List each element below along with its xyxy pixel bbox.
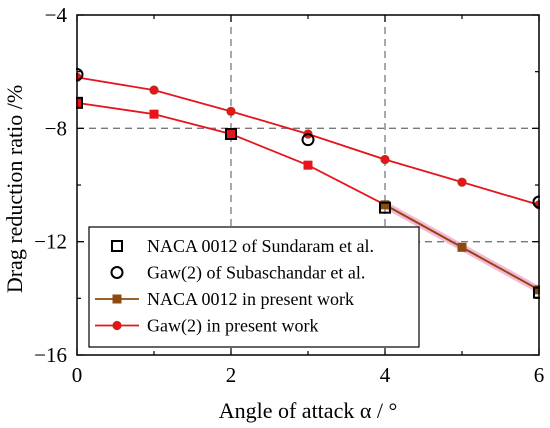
legend-item: Gaw(2) of Subaschandar et al. bbox=[110, 263, 365, 284]
point-naca-present bbox=[303, 160, 313, 170]
legend-label: Gaw(2) of Subaschandar et al. bbox=[147, 263, 365, 284]
point-gaw-present bbox=[149, 85, 159, 95]
legend-label: NACA 0012 of Sundaram et al. bbox=[147, 236, 374, 256]
point-naca-reference bbox=[225, 128, 237, 140]
legend-label: Gaw(2) in present work bbox=[147, 316, 318, 337]
x-tick-label: 6 bbox=[534, 363, 545, 387]
legend: NACA 0012 of Sundaram et al. Gaw(2) of Su… bbox=[88, 226, 420, 348]
point-naca-present bbox=[457, 242, 467, 252]
y-tick-label: −4 bbox=[45, 3, 68, 27]
point-naca-present bbox=[149, 109, 159, 119]
point-gaw-reference bbox=[301, 133, 315, 147]
legend-swatch-circle bbox=[112, 320, 122, 331]
y-tick-label: −16 bbox=[34, 343, 67, 367]
legend-label: NACA 0012 in present work bbox=[147, 289, 354, 309]
y-tick-label: −8 bbox=[45, 116, 67, 140]
point-gaw-present bbox=[380, 154, 390, 165]
legend-swatch-open-square bbox=[111, 240, 123, 252]
x-tick-label: 0 bbox=[72, 363, 83, 387]
x-tick-label: 2 bbox=[226, 363, 237, 387]
point-gaw-present bbox=[226, 106, 236, 116]
point-naca-present bbox=[226, 129, 236, 139]
x-axis-title: Angle of attack α / ° bbox=[219, 398, 398, 423]
axes: 0 2 4 6 −16 −12 −8 −4 bbox=[34, 3, 544, 387]
legend-item: NACA 0012 of Sundaram et al. bbox=[111, 236, 374, 256]
x-tick-label: 4 bbox=[380, 363, 391, 387]
legend-box bbox=[88, 226, 420, 348]
legend-swatch-open-circle bbox=[110, 266, 124, 279]
y-tick-label: −12 bbox=[34, 230, 67, 254]
y-axis-title: Drag reduction ratio /% bbox=[2, 85, 27, 293]
point-gaw-present bbox=[457, 177, 467, 187]
point-naca-reference bbox=[379, 201, 391, 214]
legend-item: NACA 0012 in present work bbox=[95, 289, 354, 309]
legend-swatch-square bbox=[112, 294, 122, 304]
legend-item: Gaw(2) in present work bbox=[95, 316, 318, 337]
series-line-gaw-present bbox=[76, 76, 540, 206]
